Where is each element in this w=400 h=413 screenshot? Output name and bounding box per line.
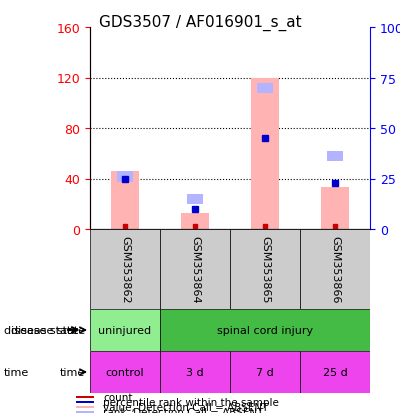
Bar [76,396,94,398]
Bar [230,351,300,393]
Bar [321,188,349,230]
Bar [90,309,160,351]
Text: GSM353866: GSM353866 [330,236,340,303]
Text: GDS3507 / AF016901_s_at: GDS3507 / AF016901_s_at [99,14,301,31]
Text: time: time [4,367,29,377]
Bar [327,152,344,162]
Text: GSM353862: GSM353862 [120,236,130,303]
Bar [90,351,160,393]
Bar [160,309,370,351]
Bar [160,230,230,309]
Bar [76,406,94,408]
Text: percentile rank within the sample: percentile rank within the sample [103,397,279,407]
Text: count: count [103,392,132,402]
Text: 7 d: 7 d [256,367,274,377]
Bar [300,351,370,393]
Bar [160,351,230,393]
Text: uninjured: uninjured [98,325,152,335]
Text: control: control [106,367,144,377]
Bar [111,171,139,230]
Text: spinal cord injury: spinal cord injury [217,325,313,335]
Bar [300,230,370,309]
Bar [230,230,300,309]
Bar [186,194,204,204]
Text: GSM353864: GSM353864 [190,236,200,303]
Text: rank, Detection Call = ABSENT: rank, Detection Call = ABSENT [103,407,263,413]
Text: 25 d: 25 d [323,367,347,377]
Text: GSM353865: GSM353865 [260,236,270,303]
Text: disease state: disease state [11,325,85,335]
Text: value, Detection Call = ABSENT: value, Detection Call = ABSENT [103,402,268,412]
Text: time: time [60,367,85,377]
Bar [117,172,134,182]
Text: disease state: disease state [4,325,78,335]
Text: 3 d: 3 d [186,367,204,377]
Bar [90,230,160,309]
Bar [76,401,94,403]
Bar [257,83,274,93]
Bar [251,78,279,230]
Bar [181,213,209,230]
Bar [76,411,94,413]
